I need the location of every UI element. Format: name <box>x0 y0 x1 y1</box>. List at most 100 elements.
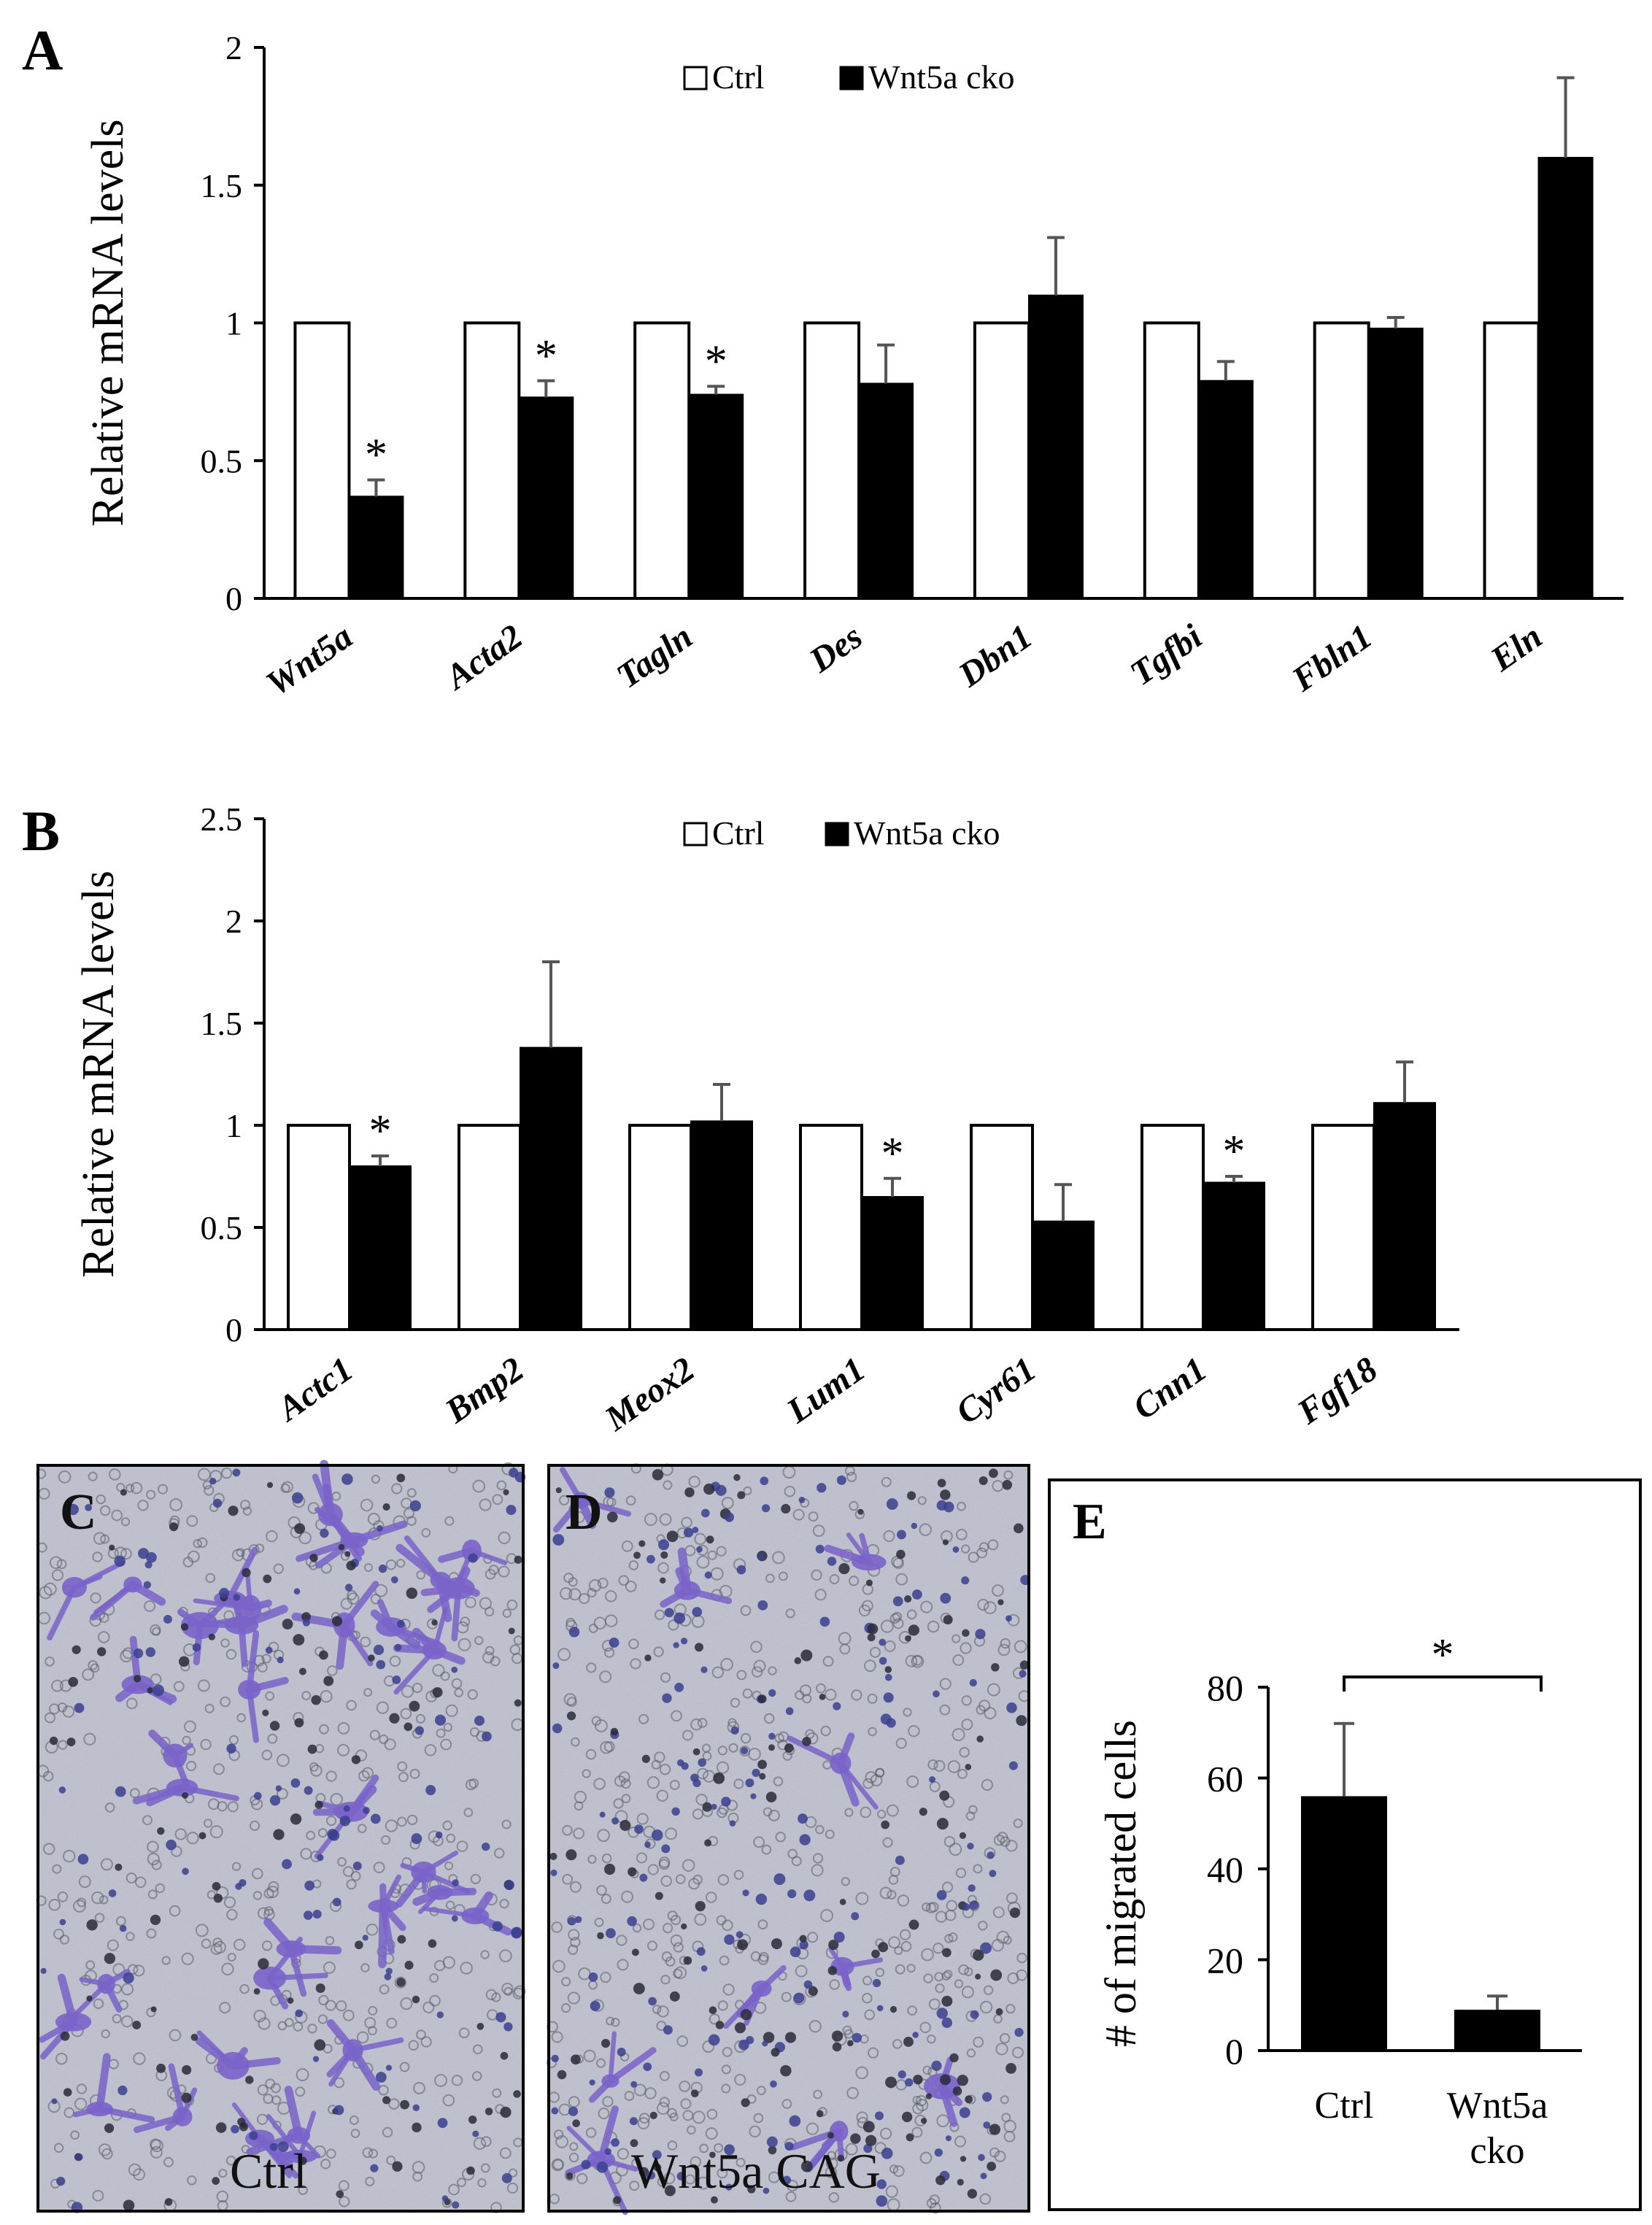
stained-nucleus <box>799 1940 808 1950</box>
y-tick-label: 60 <box>1207 1759 1243 1800</box>
stained-nucleus <box>987 1851 995 1859</box>
stained-nucleus <box>549 1852 557 1861</box>
stained-nucleus <box>58 1786 66 1794</box>
stained-nucleus <box>75 2153 83 2162</box>
membrane-pore <box>978 1921 988 1931</box>
stained-nucleus <box>1009 1907 1021 1919</box>
legend-label-wnt5a-cko: Wnt5a cko <box>854 814 1000 852</box>
stained-nucleus <box>506 1505 517 1516</box>
stained-nucleus <box>908 1624 919 1636</box>
membrane-pore <box>786 2180 798 2192</box>
stained-nucleus <box>604 2148 611 2156</box>
stained-nucleus <box>409 1500 421 1512</box>
membrane-pore <box>669 1779 680 1790</box>
membrane-pore <box>559 1495 570 1505</box>
bar-ctrl <box>973 321 1030 600</box>
membrane-pore <box>659 2097 671 2108</box>
membrane-pore <box>954 1979 964 1989</box>
stained-nucleus <box>67 1503 79 1516</box>
stained-cell-body <box>86 2102 113 2117</box>
stained-cell-body <box>427 1885 453 1900</box>
membrane-pore <box>463 1808 474 1817</box>
membrane-pore <box>460 1616 471 1627</box>
membrane-pore <box>432 1664 445 1677</box>
membrane-pore <box>213 1940 226 1954</box>
membrane-pore <box>593 1778 606 1790</box>
stained-nucleus <box>606 1511 618 1523</box>
membrane-pore <box>644 1513 657 1526</box>
stained-nucleus <box>694 1643 703 1652</box>
membrane-pore <box>465 1596 476 1608</box>
stained-nucleus <box>968 1884 976 1892</box>
stained-nucleus <box>452 1879 459 1886</box>
membrane-pore <box>415 1713 425 1724</box>
membrane-pore <box>397 1761 408 1772</box>
stained-nucleus <box>396 1619 405 1628</box>
membrane-pore <box>881 1476 892 1487</box>
stained-nucleus <box>729 1820 736 1827</box>
stained-nucleus <box>123 1972 134 1984</box>
stained-nucleus <box>215 2122 227 2133</box>
membrane-pore <box>298 1531 312 1545</box>
stained-nucleus <box>390 1576 398 1584</box>
legend-label-ctrl: Ctrl <box>712 58 765 96</box>
membrane-pore <box>668 1619 679 1631</box>
membrane-pore <box>101 2148 113 2160</box>
stained-nucleus <box>828 1939 839 1951</box>
membrane-pore <box>603 1741 615 1752</box>
stained-nucleus <box>889 2005 898 2013</box>
membrane-pore <box>77 1897 87 1908</box>
membrane-pore <box>440 1671 450 1681</box>
membrane-pore <box>1013 1818 1023 1829</box>
membrane-pore <box>961 1719 973 1731</box>
membrane-pore <box>628 1638 639 1649</box>
membrane-pore <box>749 2125 761 2138</box>
stained-nucleus <box>166 1839 177 1851</box>
membrane-pore <box>928 1998 941 2010</box>
membrane-pore <box>553 2129 564 2140</box>
membrane-pore <box>603 1647 615 1658</box>
membrane-pore <box>907 2005 917 2016</box>
stained-nucleus <box>363 1807 370 1814</box>
stained-nucleus <box>895 1855 905 1865</box>
stained-nucleus <box>262 1709 269 1716</box>
membrane-pore <box>646 1776 660 1789</box>
bar-wnt5a-cko <box>688 393 744 600</box>
membrane-pore <box>448 2183 460 2196</box>
membrane-pore <box>979 2193 992 2205</box>
stained-nucleus <box>979 1476 988 1485</box>
membrane-pore <box>616 1935 628 1946</box>
membrane-pore <box>888 1875 899 1885</box>
membrane-pore <box>792 1508 805 1521</box>
membrane-pore <box>293 2021 304 2032</box>
y-tick-label: 0.5 <box>201 1209 243 1246</box>
stained-cell-body <box>852 1554 887 1571</box>
stained-nucleus <box>781 1503 791 1514</box>
stained-nucleus <box>819 1693 826 1700</box>
stained-nucleus <box>733 1473 741 1481</box>
membrane-pore <box>825 1829 835 1839</box>
stained-nucleus <box>620 1819 631 1831</box>
stained-nucleus <box>703 1483 715 1495</box>
membrane-pore <box>915 2095 927 2107</box>
membrane-pore <box>892 1611 903 1622</box>
membrane-pore <box>620 1778 631 1789</box>
stained-nucleus <box>412 2122 422 2133</box>
membrane-pore <box>919 2021 931 2034</box>
bar-wnt5a-cko <box>1197 379 1254 600</box>
stained-nucleus <box>850 2133 861 2144</box>
stained-nucleus <box>989 1468 998 1478</box>
membrane-pore <box>485 1568 496 1580</box>
stained-nucleus <box>698 1758 706 1767</box>
membrane-pore <box>142 1815 153 1826</box>
bar-wnt5a-cko <box>1027 294 1084 599</box>
stained-nucleus <box>157 1827 165 1835</box>
membrane-pore <box>717 1807 727 1819</box>
stained-nucleus <box>226 1743 236 1754</box>
membrane-pore <box>338 2180 350 2191</box>
stained-nucleus <box>144 1561 153 1569</box>
stained-cell-process <box>96 2053 111 2113</box>
stained-nucleus <box>757 1600 768 1611</box>
membrane-pore <box>376 1701 390 1714</box>
panel-b-letter: B <box>22 799 60 863</box>
